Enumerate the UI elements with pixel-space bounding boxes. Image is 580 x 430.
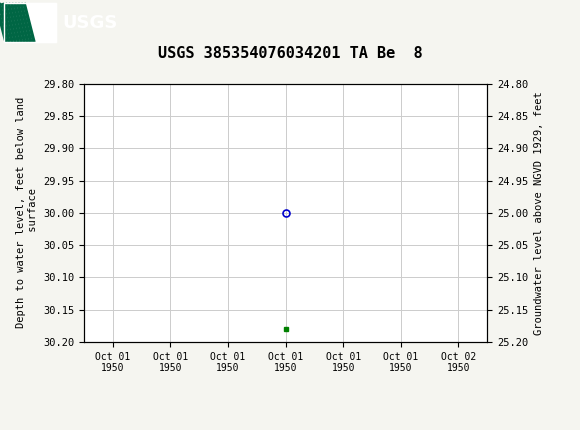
Text: USGS: USGS [62,14,117,32]
Text: USGS 385354076034201 TA Be  8: USGS 385354076034201 TA Be 8 [158,46,422,61]
Bar [4,3,56,42]
Bar [4,3,56,42]
Y-axis label: Depth to water level, feet below land
 surface: Depth to water level, feet below land su… [16,97,38,329]
Y-axis label: Groundwater level above NGVD 1929, feet: Groundwater level above NGVD 1929, feet [534,91,543,335]
